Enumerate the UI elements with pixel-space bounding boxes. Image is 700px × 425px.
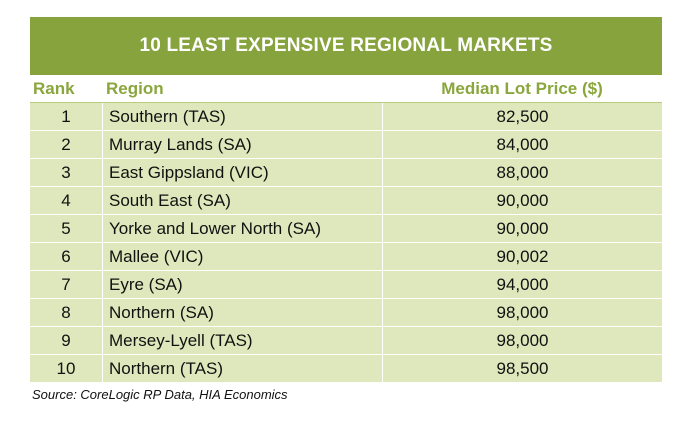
price-cell: 98,000	[382, 299, 662, 326]
table-row: 7 Eyre (SA) 94,000	[30, 271, 662, 299]
rank-cell: 10	[56, 358, 76, 378]
rank-cell: 5	[61, 218, 71, 238]
table-body: 1 Southern (TAS) 82,500 2 Murray Lands (…	[30, 103, 662, 382]
price-cell: 94,000	[382, 271, 662, 298]
table-row: 8 Northern (SA) 98,000	[30, 299, 662, 327]
table-row: 2 Murray Lands (SA) 84,000	[30, 131, 662, 159]
source-note: Source: CoreLogic RP Data, HIA Economics	[32, 387, 288, 402]
table-row: 6 Mallee (VIC) 90,002	[30, 243, 662, 271]
rank-cell: 1	[61, 106, 71, 126]
table-title: 10 LEAST EXPENSIVE REGIONAL MARKETS	[30, 17, 662, 75]
price-cell: 90,002	[382, 243, 662, 270]
table-row: 4 South East (SA) 90,000	[30, 187, 662, 215]
table-row: 1 Southern (TAS) 82,500	[30, 103, 662, 131]
rank-cell: 9	[61, 330, 71, 350]
rank-cell: 4	[61, 190, 71, 210]
region-cell: Southern (TAS)	[102, 103, 382, 130]
header-region: Region	[106, 78, 164, 98]
table-row: 5 Yorke and Lower North (SA) 90,000	[30, 215, 662, 243]
rank-cell: 8	[61, 302, 71, 322]
region-cell: East Gippsland (VIC)	[102, 159, 382, 186]
region-cell: Mallee (VIC)	[102, 243, 382, 270]
price-cell: 98,500	[382, 355, 662, 382]
price-cell: 90,000	[382, 215, 662, 242]
rank-cell: 7	[61, 274, 71, 294]
price-cell: 90,000	[382, 187, 662, 214]
header-rank: Rank	[33, 78, 75, 98]
rank-cell: 6	[61, 246, 71, 266]
price-table: 10 LEAST EXPENSIVE REGIONAL MARKETS Rank…	[30, 17, 662, 382]
region-cell: South East (SA)	[102, 187, 382, 214]
price-cell: 98,000	[382, 327, 662, 354]
region-cell: Mersey-Lyell (TAS)	[102, 327, 382, 354]
rank-cell: 2	[61, 134, 71, 154]
rank-cell: 3	[61, 162, 71, 182]
table-header-row: Rank Region Median Lot Price ($)	[30, 75, 662, 103]
table-row: 10 Northern (TAS) 98,500	[30, 355, 662, 382]
region-cell: Eyre (SA)	[102, 271, 382, 298]
region-cell: Murray Lands (SA)	[102, 131, 382, 158]
price-cell: 88,000	[382, 159, 662, 186]
price-cell: 84,000	[382, 131, 662, 158]
price-cell: 82,500	[382, 103, 662, 130]
table-row: 9 Mersey-Lyell (TAS) 98,000	[30, 327, 662, 355]
region-cell: Northern (SA)	[102, 299, 382, 326]
header-median-lot-price: Median Lot Price ($)	[441, 78, 603, 98]
region-cell: Yorke and Lower North (SA)	[102, 215, 382, 242]
table-row: 3 East Gippsland (VIC) 88,000	[30, 159, 662, 187]
region-cell: Northern (TAS)	[102, 355, 382, 382]
